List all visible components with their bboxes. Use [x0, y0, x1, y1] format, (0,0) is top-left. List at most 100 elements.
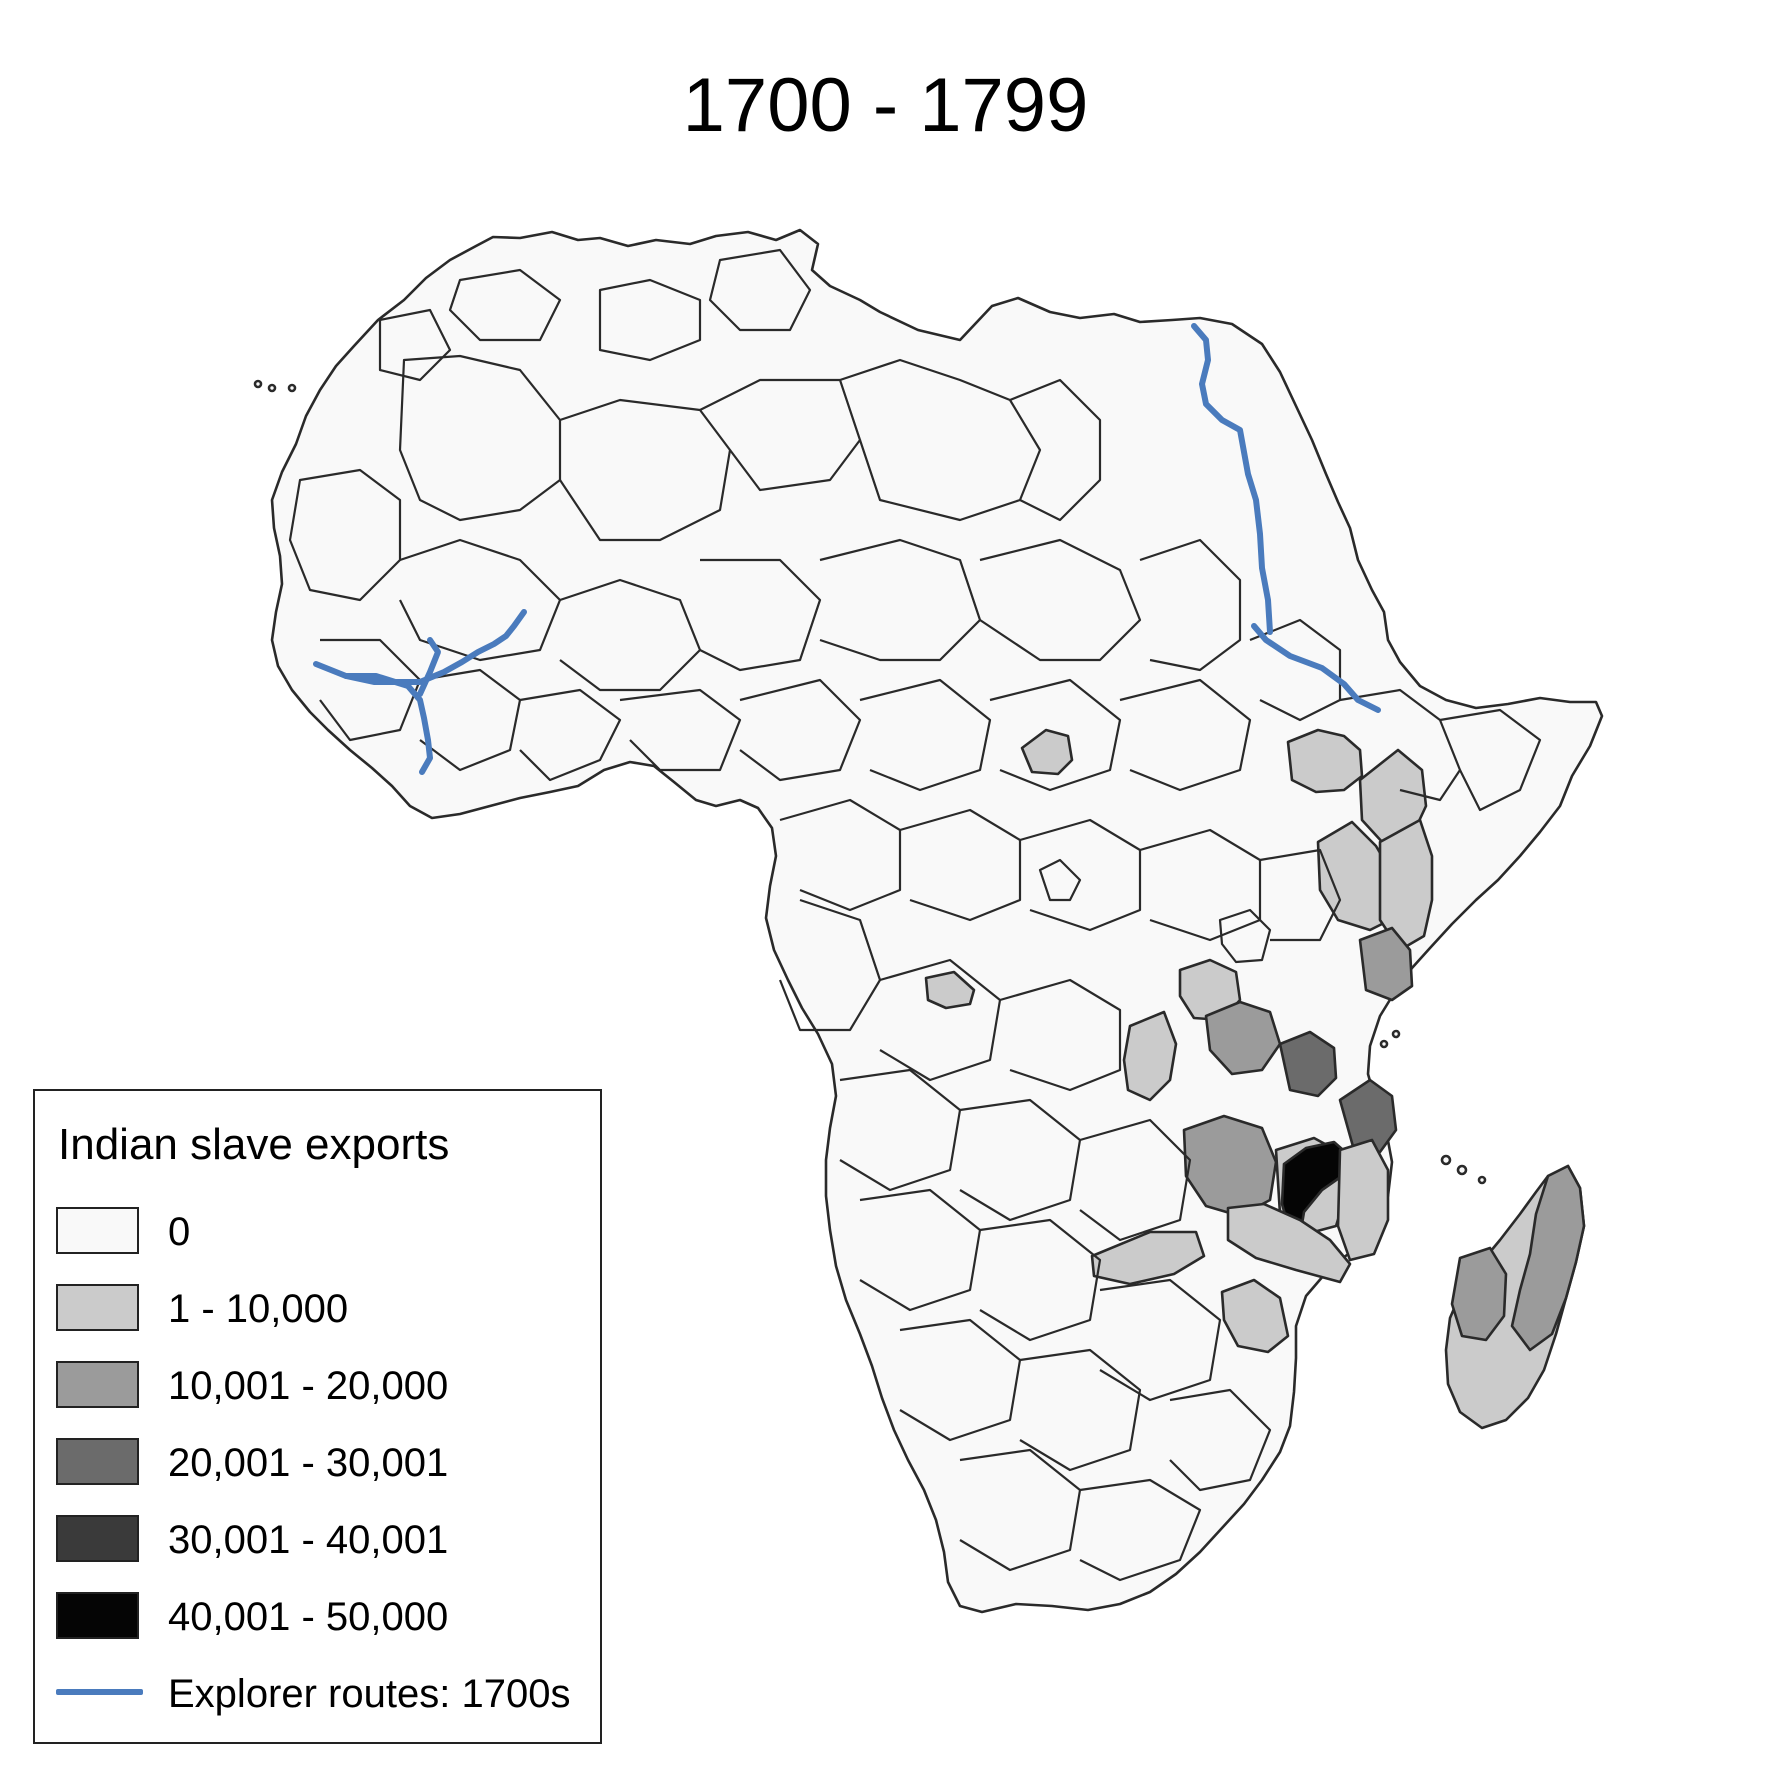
legend-item-routes: Explorer routes: 1700s — [56, 1669, 576, 1719]
border-line — [1259, 848, 1342, 942]
route-nile — [1191, 323, 1273, 635]
region-kenya-coast — [1358, 926, 1414, 1002]
legend-swatch — [56, 1284, 139, 1331]
region-east-africa-coast-2 — [1378, 818, 1434, 952]
canary-1 — [253, 379, 263, 389]
route-niger-north — [417, 637, 441, 697]
border-line — [1019, 818, 1142, 932]
region-central-sudan — [1020, 728, 1074, 776]
border-line — [859, 1188, 982, 1312]
route-niger-main — [313, 609, 527, 685]
border-line — [519, 688, 622, 782]
border-line — [899, 1318, 1022, 1442]
border-line — [708, 248, 812, 332]
legend-item-bin-5: 40,001 - 50,000 — [56, 1592, 576, 1642]
madagascar-west — [1450, 1246, 1508, 1342]
border-line — [859, 678, 992, 792]
legend-swatch — [56, 1438, 139, 1485]
legend-title: Indian slave exports — [58, 1120, 450, 1169]
border-line — [979, 538, 1142, 662]
region-tanganyika-west — [1122, 1010, 1178, 1102]
border-line — [989, 678, 1122, 792]
region-zambezi — [1226, 1202, 1352, 1284]
legend-route-line — [56, 1689, 143, 1695]
border-line — [778, 898, 882, 1032]
border-line — [1249, 618, 1342, 722]
border-line — [448, 268, 562, 342]
border-line — [398, 354, 562, 522]
legend-label: Explorer routes: 1700s — [168, 1672, 571, 1716]
border-line — [619, 688, 742, 772]
legend-label: 0 — [168, 1210, 191, 1254]
border-line — [879, 958, 1002, 1082]
border-line — [1119, 678, 1252, 792]
legend-label: 10,001 - 20,000 — [168, 1364, 449, 1408]
border-line — [1139, 538, 1242, 672]
region-angola-edge — [1090, 1230, 1206, 1286]
island-1 — [1440, 1154, 1452, 1166]
border-line — [1009, 378, 1102, 522]
border-line — [899, 808, 1022, 922]
border-line — [959, 1098, 1082, 1222]
legend-label: 1 - 10,000 — [168, 1287, 349, 1331]
region-central-africa-west — [924, 970, 976, 1010]
legend-swatch — [56, 1515, 139, 1562]
border-line — [378, 308, 452, 382]
legend-item-bin-4: 30,001 - 40,001 — [56, 1515, 576, 1565]
legend-swatch — [56, 1207, 139, 1254]
map-title: 1700 - 1799 — [682, 63, 1089, 148]
legend-item-bin-2: 10,001 - 20,000 — [56, 1361, 576, 1411]
legend-item-bin-3: 20,001 - 30,001 — [56, 1438, 576, 1488]
border-line — [839, 358, 1042, 522]
legend-label: 20,001 - 30,001 — [168, 1441, 449, 1485]
border-line — [979, 1218, 1102, 1342]
legend-label: 40,001 - 50,000 — [168, 1595, 449, 1639]
border-line — [839, 1068, 962, 1192]
region-mozambique-east — [1336, 1138, 1390, 1262]
border-line — [999, 978, 1122, 1092]
border-line — [739, 678, 862, 782]
border-line — [1169, 1388, 1272, 1492]
border-line — [959, 1448, 1082, 1572]
map-land — [253, 228, 1604, 1614]
border-line — [1079, 1118, 1192, 1242]
map-legend: Indian slave exports 0 1 - 10,000 10,001… — [33, 1089, 602, 1744]
island-5 — [1379, 1039, 1389, 1049]
border-line — [288, 468, 402, 602]
border-line — [598, 278, 702, 362]
border-line — [1218, 908, 1272, 964]
internal-borders — [288, 248, 1542, 1582]
legend-swatch — [56, 1361, 139, 1408]
region-lake-3 — [1278, 1030, 1338, 1098]
region-mozambique-south — [1220, 1278, 1290, 1354]
border-line — [1139, 828, 1262, 942]
border-line — [699, 558, 822, 672]
legend-swatch — [56, 1592, 139, 1639]
island-3 — [1477, 1175, 1487, 1185]
island-4 — [1391, 1029, 1401, 1039]
region-ethiopia-west — [1286, 728, 1364, 794]
border-line — [1038, 858, 1082, 902]
border-line — [1079, 1478, 1202, 1582]
route-ethiopia — [1251, 623, 1381, 713]
border-line — [559, 398, 732, 542]
route-niger-branch — [343, 673, 433, 775]
border-line — [1099, 1278, 1222, 1402]
border-line — [779, 798, 902, 912]
region-mozambique-north — [1182, 1114, 1278, 1218]
border-line — [1339, 688, 1462, 802]
canary-3 — [287, 383, 297, 393]
border-line — [319, 638, 422, 742]
region-lake-2 — [1204, 1000, 1282, 1076]
island-2 — [1456, 1164, 1468, 1176]
border-line — [419, 668, 522, 772]
madagascar-east — [1510, 1164, 1586, 1352]
legend-item-bin-0: 0 — [56, 1207, 576, 1257]
legend-label: 30,001 - 40,001 — [168, 1518, 449, 1562]
legend-item-bin-1: 1 - 10,000 — [56, 1284, 576, 1334]
africa-mainland — [270, 228, 1604, 1614]
explorer-routes — [313, 323, 1381, 775]
canary-2 — [267, 383, 277, 393]
border-line — [1019, 1348, 1142, 1472]
